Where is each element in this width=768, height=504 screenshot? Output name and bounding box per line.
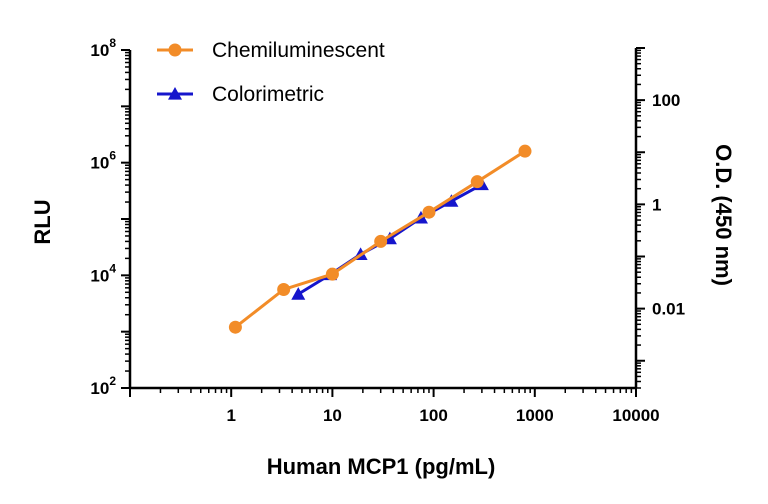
- x-axis-title: Human MCP1 (pg/mL): [267, 454, 496, 479]
- data-point: [444, 194, 459, 207]
- tick-exponent: 6: [109, 149, 116, 163]
- tick-exponent: 8: [109, 36, 116, 50]
- x-tick-label: 10: [323, 406, 342, 425]
- data-point: [291, 287, 306, 300]
- legend-item: Colorimetric: [157, 83, 324, 106]
- data-point: [228, 320, 242, 334]
- y-right-tick-label: 0.01: [652, 300, 685, 319]
- tick-base: 10: [90, 266, 109, 285]
- data-point: [277, 283, 291, 297]
- y-left-tick-label: 106: [90, 149, 116, 173]
- data-point: [325, 267, 339, 281]
- data-point: [422, 205, 436, 219]
- x-tick-label: 1000: [516, 406, 554, 425]
- legend-marker: [168, 43, 182, 57]
- tick-base: 10: [90, 154, 109, 173]
- y-left-tick-label: 108: [90, 36, 116, 60]
- y-right-tick-label: 100: [652, 91, 680, 110]
- legend-item: Chemiluminescent: [157, 39, 385, 62]
- x-tick-label: 10000: [612, 406, 659, 425]
- data-point: [470, 175, 484, 189]
- series-colorimetric: [291, 177, 489, 300]
- y-left-tick-label: 104: [90, 261, 116, 285]
- series-chemiluminescent: [228, 144, 532, 334]
- data-point: [374, 234, 388, 248]
- tick-base: 10: [90, 41, 109, 60]
- legend: Chemiluminescent Colorimetric: [157, 39, 385, 106]
- data-point: [518, 144, 532, 158]
- series-layer: [228, 144, 532, 334]
- tick-base: 10: [90, 379, 109, 398]
- tick-exponent: 4: [109, 261, 116, 275]
- tick-exponent: 2: [109, 374, 116, 388]
- x-tick-label: 1: [226, 406, 235, 425]
- y-left-tick-label: 102: [90, 374, 116, 398]
- y-axis-right-title: O.D. (450 nm): [711, 144, 736, 286]
- y-axis-left-title: RLU: [30, 199, 55, 244]
- legend-marker: [168, 87, 182, 100]
- x-tick-label: 100: [419, 406, 447, 425]
- legend-label: Chemiluminescent: [212, 39, 385, 62]
- y-right-tick-label: 1: [652, 195, 661, 214]
- legend-label: Colorimetric: [212, 83, 324, 106]
